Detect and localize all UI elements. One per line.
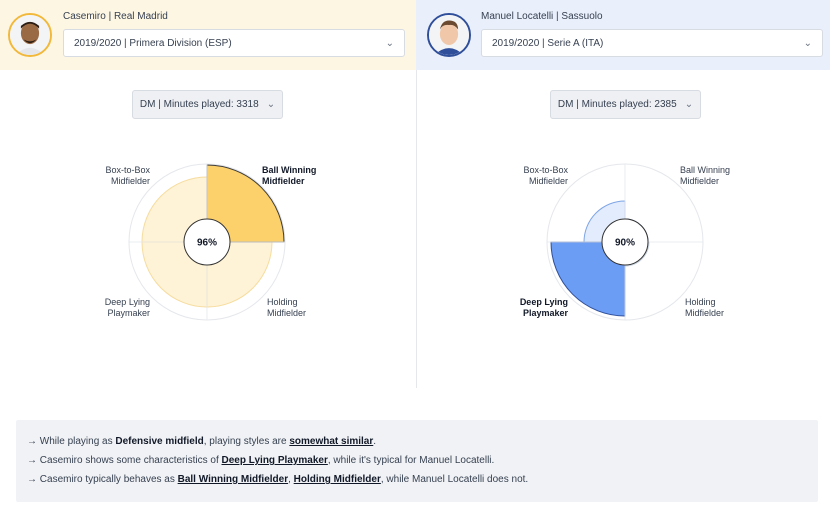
chevron-down-icon: ⌄	[385, 37, 394, 49]
label-holding-right: Holding Midfielder	[685, 297, 725, 318]
label-deep-lying-right: Deep Lying Playmaker	[519, 297, 568, 318]
summary-line-behaviour: → Casemiro typically behaves as Ball Win…	[27, 474, 529, 485]
summary-line-role: → While playing as Defensive midfield, p…	[27, 436, 377, 447]
arrow-right-icon: →	[27, 436, 37, 447]
position-select-value: DM | Minutes played: 2385	[557, 99, 677, 110]
player-name-right: Manuel Locatelli | Sassuolo	[481, 11, 603, 22]
label-box-to-box-left: Box-to-Box Midfielder	[105, 165, 150, 186]
label-box-to-box-right: Box-to-Box Midfielder	[523, 165, 568, 186]
arrow-right-icon: →	[27, 474, 37, 485]
position-select-value: DM | Minutes played: 3318	[139, 99, 259, 110]
style-link-deep-lying-playmaker[interactable]: Deep Lying Playmaker	[221, 455, 328, 466]
chevron-down-icon: ⌄	[684, 99, 694, 110]
chevron-down-icon: ⌄	[266, 99, 276, 110]
arrow-right-icon: →	[27, 455, 37, 466]
player-avatar-locatelli	[427, 13, 471, 57]
label-holding-left: Holding Midfielder	[267, 297, 307, 318]
label-ball-winning-left: Ball Winning Midfielder	[262, 165, 317, 186]
similarity-link[interactable]: somewhat similar	[289, 436, 374, 447]
radar-sector-deep-lying-playmaker	[550, 241, 626, 317]
radar-chart: 90%	[546, 163, 704, 321]
panel-divider	[416, 70, 417, 388]
label-ball-winning-right: Ball Winning Midfielder	[680, 165, 731, 186]
season-select-value: 2019/2020 | Serie A (ITA)	[492, 37, 604, 49]
player-avatar-casemiro	[8, 13, 52, 57]
avatar-image	[10, 15, 50, 55]
position-select-right[interactable]: DM | Minutes played: 2385 ⌄	[550, 90, 701, 119]
role-name: Defensive midfield	[115, 436, 204, 447]
style-radar-right: 90%	[543, 160, 707, 324]
season-select-right[interactable]: 2019/2020 | Serie A (ITA) ⌄	[481, 29, 823, 57]
player-name-left: Casemiro | Real Madrid	[63, 11, 168, 22]
radar-center-circle	[601, 218, 649, 266]
style-link-holding-midfielder[interactable]: Holding Midfielder	[293, 474, 381, 485]
radar-chart: 96%	[128, 163, 286, 321]
season-select-value: 2019/2020 | Primera Division (ESP)	[74, 37, 232, 49]
label-deep-lying-left: Deep Lying Playmaker	[104, 297, 150, 318]
radar-center-value: 90%	[615, 238, 635, 249]
season-select-left[interactable]: 2019/2020 | Primera Division (ESP) ⌄	[63, 29, 405, 57]
chevron-down-icon: ⌄	[803, 37, 812, 49]
radar-center-circle	[183, 218, 231, 266]
position-select-left[interactable]: DM | Minutes played: 3318 ⌄	[132, 90, 283, 119]
radar-center-value: 96%	[197, 238, 217, 249]
avatar-image	[429, 15, 469, 55]
style-link-ball-winning-midfielder[interactable]: Ball Winning Midfielder	[177, 474, 289, 485]
radar-sector-ball-winning-midfielder	[206, 164, 285, 243]
style-radar-left: 96%	[125, 160, 289, 324]
comparison-summary: → While playing as Defensive midfield, p…	[16, 420, 818, 502]
summary-line-characteristics: → Casemiro shows some characteristics of…	[27, 455, 495, 466]
